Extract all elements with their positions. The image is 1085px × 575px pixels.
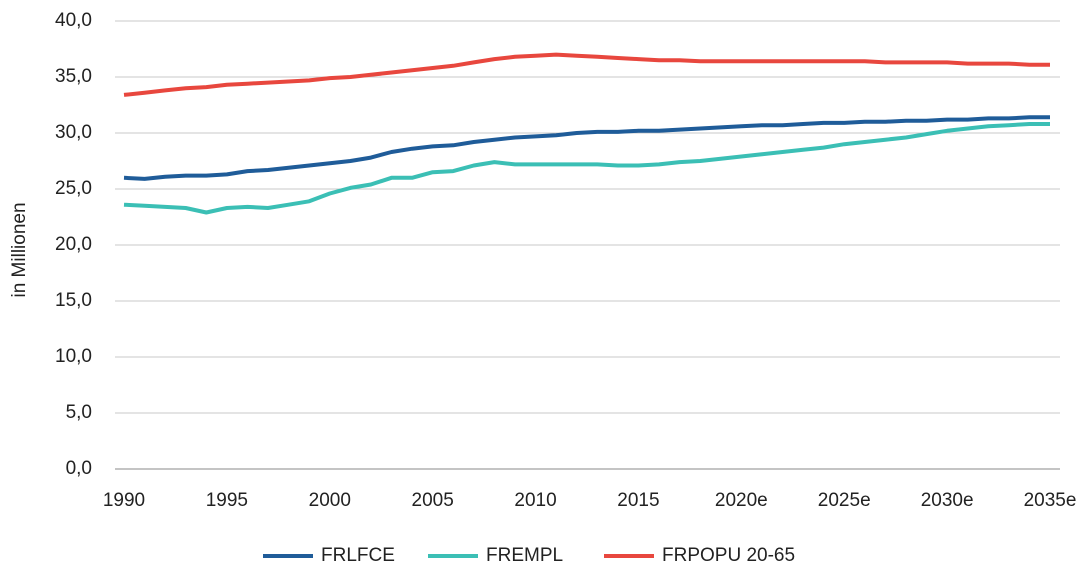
y-tick-label: 35,0	[55, 66, 92, 87]
y-tick-label: 5,0	[66, 402, 92, 423]
y-tick-label: 0,0	[66, 458, 92, 479]
legend-label: FRPOPU 20-65	[662, 545, 795, 566]
y-tick-label: 40,0	[55, 10, 92, 31]
legend-label: FRLFCE	[321, 545, 395, 566]
y-tick-label: 30,0	[55, 122, 92, 143]
x-tick-label: 1990	[103, 490, 145, 511]
x-tick-label: 2005	[412, 490, 454, 511]
legend-label: FREMPL	[486, 545, 563, 566]
x-tick-label: 2010	[514, 490, 556, 511]
series-line	[123, 115, 1050, 181]
y-tick-label: 20,0	[55, 234, 92, 255]
x-tick-label: 2030e	[921, 490, 974, 511]
series-line	[123, 122, 1050, 215]
x-tick-label: 2015	[617, 490, 659, 511]
y-axis-title: in Millionen	[9, 202, 30, 297]
y-tick-label: 15,0	[55, 290, 92, 311]
y-tick-label: 25,0	[55, 178, 92, 199]
x-tick-label: 1995	[206, 490, 248, 511]
x-tick-label: 2035e	[1024, 490, 1077, 511]
x-tick-label: 2000	[309, 490, 351, 511]
x-tick-label: 2020e	[715, 490, 768, 511]
x-tick-label: 2025e	[818, 490, 871, 511]
series-line	[123, 52, 1050, 97]
y-tick-label: 10,0	[55, 346, 92, 367]
